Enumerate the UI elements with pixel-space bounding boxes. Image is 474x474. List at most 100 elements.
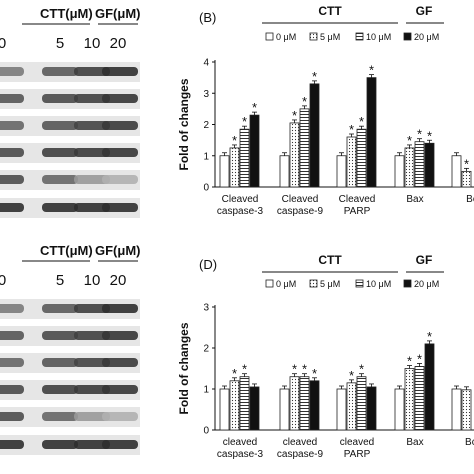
significance-star: * bbox=[359, 114, 364, 129]
blot-band bbox=[102, 385, 138, 394]
bar bbox=[219, 388, 230, 431]
figure-panel-bottom-svg: CTT(μM) GF(μM)0 5 10 20(D) CTT GF0 μM 5 μM 10 μM… bbox=[0, 243, 474, 460]
blot-band bbox=[0, 304, 24, 313]
blot-lane-label: 0 bbox=[0, 272, 6, 289]
blot-band bbox=[42, 440, 78, 449]
x-category-label: Cleaved bbox=[282, 194, 319, 205]
blot-band bbox=[74, 175, 110, 184]
bar bbox=[366, 77, 377, 188]
bar bbox=[366, 386, 377, 431]
significance-star: * bbox=[292, 108, 297, 123]
blot-lane-label: 0 bbox=[0, 35, 6, 52]
blot-lane-label: 10 bbox=[84, 35, 101, 52]
blot-lane-label: 20 bbox=[110, 35, 127, 52]
legend-label: 20 μM bbox=[414, 32, 439, 42]
chart-group-header-gf: GF bbox=[416, 253, 433, 267]
bar bbox=[239, 128, 250, 188]
x-category-label: cleaved bbox=[223, 437, 257, 448]
significance-star: * bbox=[242, 362, 247, 377]
bar bbox=[356, 128, 367, 188]
blot-band bbox=[42, 121, 78, 130]
y-tick-label: 2 bbox=[203, 120, 209, 131]
y-tick-label: 4 bbox=[203, 58, 209, 69]
legend-label: 20 μM bbox=[414, 279, 439, 289]
legend-swatch bbox=[265, 32, 274, 41]
blot-band bbox=[102, 67, 138, 76]
blot-lane-label: 5 bbox=[56, 272, 64, 289]
blot-band bbox=[102, 440, 138, 449]
blot-lane-label: 10 bbox=[84, 272, 101, 289]
y-tick-label: 0 bbox=[203, 426, 209, 437]
y-axis-label: Fold of changes bbox=[177, 78, 191, 170]
bar bbox=[414, 366, 425, 431]
blot-band bbox=[0, 385, 24, 394]
bar bbox=[404, 368, 415, 431]
significance-star: * bbox=[312, 69, 317, 84]
figure-panel-top-svg: CTT(μM) GF(μM)0 5 10 20(B) CTT GF0 μM 5 μM 10 μM… bbox=[0, 4, 474, 218]
bar bbox=[229, 147, 240, 188]
blot-band bbox=[0, 94, 24, 103]
blot-band bbox=[42, 412, 78, 421]
legend-label: 5 μM bbox=[320, 32, 340, 42]
blot-lane-label: 20 bbox=[110, 272, 127, 289]
chart-panel-label: (D) bbox=[199, 257, 217, 272]
blot-band bbox=[74, 440, 110, 449]
x-category-label: cleaved bbox=[283, 437, 317, 448]
y-tick-label: 0 bbox=[203, 183, 209, 194]
chart-group-header-ctt: CTT bbox=[318, 253, 342, 267]
blot-band bbox=[74, 67, 110, 76]
bar bbox=[461, 170, 472, 188]
significance-star: * bbox=[369, 63, 374, 78]
y-tick-label: 1 bbox=[203, 385, 209, 396]
bar bbox=[289, 376, 300, 431]
y-tick-label: 3 bbox=[203, 89, 209, 100]
bar bbox=[461, 389, 472, 431]
blot-band bbox=[102, 304, 138, 313]
bar bbox=[309, 83, 320, 188]
legend-swatch bbox=[355, 32, 364, 41]
significance-star: * bbox=[302, 362, 307, 377]
significance-star: * bbox=[427, 329, 432, 344]
significance-star: * bbox=[417, 127, 422, 142]
x-category-label: Bax bbox=[406, 194, 423, 205]
blot-band bbox=[42, 67, 78, 76]
blot-band bbox=[42, 385, 78, 394]
blot-band bbox=[74, 148, 110, 157]
significance-star: * bbox=[349, 122, 354, 137]
bar bbox=[356, 376, 367, 431]
blot-band bbox=[0, 121, 24, 130]
significance-star: * bbox=[302, 94, 307, 109]
blot-band bbox=[42, 203, 78, 212]
blot-band bbox=[42, 94, 78, 103]
significance-star: * bbox=[464, 156, 469, 171]
significance-star: * bbox=[407, 354, 412, 369]
x-category-label: PARP bbox=[344, 206, 371, 217]
bar bbox=[299, 376, 310, 431]
legend-label: 0 μM bbox=[276, 32, 296, 42]
figure-panel-bottom: CTT(μM) GF(μM) 0 5 10 20 (D) CTT GF 0 μM 5 μM 10 μM… bbox=[0, 237, 474, 474]
blot-lane-label: 5 bbox=[56, 35, 64, 52]
blot-band bbox=[42, 175, 78, 184]
x-category-label: caspase-3 bbox=[217, 449, 264, 460]
blot-band bbox=[74, 331, 110, 340]
blot-band bbox=[102, 121, 138, 130]
blot-header-ctt: CTT(μM) bbox=[40, 6, 93, 21]
blot-band bbox=[0, 440, 24, 449]
blot-header-gf: GF(μM) bbox=[95, 243, 141, 258]
bar bbox=[451, 155, 462, 188]
bar bbox=[424, 142, 435, 188]
significance-star: * bbox=[242, 114, 247, 129]
blot-band bbox=[74, 304, 110, 313]
bar bbox=[394, 155, 405, 188]
significance-star: * bbox=[232, 133, 237, 148]
blot-band bbox=[102, 412, 138, 421]
bar bbox=[336, 155, 347, 188]
bar bbox=[346, 382, 357, 431]
legend-label: 5 μM bbox=[320, 279, 340, 289]
legend-swatch bbox=[309, 279, 318, 288]
x-category-label: cleaved bbox=[340, 437, 374, 448]
blot-band bbox=[74, 121, 110, 130]
blot-band bbox=[0, 331, 24, 340]
bar bbox=[299, 108, 310, 188]
significance-star: * bbox=[292, 362, 297, 377]
